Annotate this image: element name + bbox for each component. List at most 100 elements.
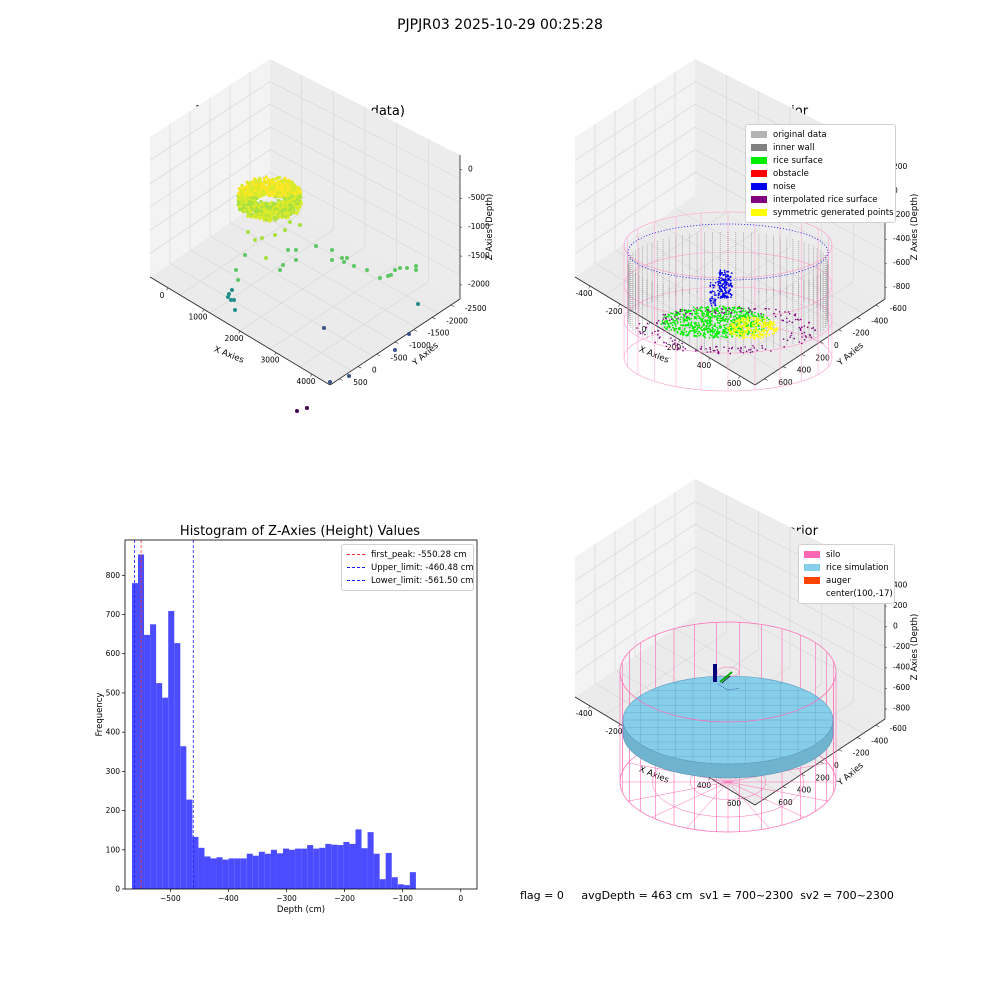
simulation-plot-y-tick-label: 400 bbox=[797, 786, 812, 795]
rice-surface-point bbox=[709, 333, 712, 336]
symmetric-point bbox=[763, 330, 765, 333]
symmetric-point bbox=[743, 318, 745, 321]
rice-surface-point bbox=[715, 335, 718, 338]
histogram-bar bbox=[403, 885, 410, 889]
rice-surface-point bbox=[694, 321, 697, 324]
noise-point bbox=[727, 283, 730, 285]
noise-point bbox=[714, 300, 716, 303]
rice-surface-point bbox=[694, 316, 697, 318]
interpolated-point bbox=[805, 336, 808, 339]
rice-surface-point bbox=[723, 306, 726, 308]
rice-surface-point bbox=[741, 314, 744, 317]
noise-point bbox=[713, 284, 716, 287]
raw-data-point bbox=[248, 188, 252, 192]
histogram-bar bbox=[240, 858, 247, 889]
legend-item-interpolated-rice-surface: interpolated rice surface bbox=[751, 193, 890, 206]
simulation-plot-y-tick-label: -200 bbox=[853, 749, 870, 758]
rice-surface-point bbox=[723, 336, 725, 338]
interpolated-point bbox=[799, 329, 802, 332]
rice-surface-point bbox=[723, 326, 726, 329]
rice-surface-point bbox=[690, 317, 692, 320]
symmetric-point bbox=[772, 322, 774, 325]
interpolated-point bbox=[775, 308, 777, 311]
histogram-bar bbox=[385, 852, 392, 889]
interpolated-point bbox=[786, 339, 789, 342]
interpolated-point bbox=[812, 327, 815, 329]
rice-surface-point bbox=[701, 318, 704, 321]
symmetric-point bbox=[749, 317, 752, 319]
rice-surface-point bbox=[729, 312, 732, 315]
interpolated-point bbox=[685, 312, 687, 315]
histogram-bar bbox=[276, 853, 283, 889]
raw-data-point bbox=[265, 216, 269, 220]
raw-data-point bbox=[266, 181, 270, 185]
raw-data-point bbox=[398, 266, 402, 270]
interpolated-point bbox=[742, 352, 744, 354]
noise-point bbox=[709, 282, 712, 284]
noise-point bbox=[728, 290, 731, 293]
noise-point bbox=[727, 277, 729, 280]
symmetric-point bbox=[767, 328, 770, 331]
rice-surface-point bbox=[686, 334, 689, 337]
noise-point bbox=[717, 294, 720, 296]
rice-surface-point bbox=[683, 313, 686, 316]
silo-bottom-spoke bbox=[686, 781, 729, 829]
histogram-bar bbox=[397, 884, 404, 889]
raw-data-point bbox=[245, 180, 249, 184]
rice-surface-point bbox=[690, 322, 693, 325]
interpolated-point bbox=[803, 331, 806, 334]
histogram-y-tick-label: 700 bbox=[106, 610, 121, 619]
classify-plot-x-tick-label: -200 bbox=[605, 307, 622, 316]
interpolated-point bbox=[728, 347, 730, 350]
rice-surface-point bbox=[736, 311, 738, 313]
noise-point bbox=[709, 291, 711, 294]
interpolated-point bbox=[801, 336, 803, 338]
histogram-bar bbox=[234, 858, 241, 889]
histogram-bar bbox=[270, 849, 277, 889]
symmetric-point bbox=[728, 326, 731, 329]
interpolated-point bbox=[676, 343, 679, 345]
rice-surface-point bbox=[684, 318, 687, 321]
classify-plot-x-tick-label: 600 bbox=[727, 379, 742, 388]
classify-legend: original data inner wall rice surface ob… bbox=[745, 124, 896, 223]
noise-point bbox=[727, 270, 730, 273]
histogram-bar bbox=[409, 872, 416, 889]
noise-point bbox=[719, 274, 721, 277]
raw-data-point bbox=[242, 204, 246, 208]
rice-surface-point bbox=[695, 313, 698, 316]
rice-surface-point bbox=[685, 324, 688, 327]
interpolated-point bbox=[717, 352, 719, 354]
interpolated-point bbox=[728, 307, 731, 310]
noise-point bbox=[711, 290, 714, 292]
symmetric-point bbox=[755, 327, 758, 330]
noise-point bbox=[725, 286, 728, 289]
histogram-x-label: Depth (cm) bbox=[277, 905, 325, 915]
rice-surface-point bbox=[751, 314, 754, 316]
interpolated-point bbox=[788, 312, 791, 315]
symmetric-point bbox=[764, 329, 766, 332]
auger-shaft bbox=[713, 664, 717, 682]
interpolated-point bbox=[751, 351, 754, 353]
rice-surface-point bbox=[717, 332, 720, 334]
rice-surface-point bbox=[702, 334, 705, 337]
interpolated-point bbox=[774, 315, 777, 318]
rice-surface-point bbox=[713, 330, 716, 333]
rice-surface-point bbox=[718, 319, 721, 322]
rice-surface-point bbox=[686, 316, 689, 318]
rice-surface-point bbox=[700, 326, 703, 328]
symmetric-point bbox=[749, 333, 752, 335]
symmetric-point bbox=[769, 324, 772, 327]
symmetric-point bbox=[773, 323, 776, 326]
legend-item-first-peak: first_peak: -550.28 cm bbox=[347, 548, 468, 561]
symmetric-point bbox=[774, 330, 776, 333]
rice-surface-point bbox=[691, 324, 693, 327]
raw-data-point bbox=[284, 179, 288, 183]
rice-surface-point bbox=[710, 314, 713, 316]
raw-data-point bbox=[264, 175, 268, 179]
rice-surface-point bbox=[747, 314, 750, 317]
rice-surface-point bbox=[683, 329, 686, 332]
interpolated-point bbox=[684, 309, 686, 311]
interpolated-point bbox=[677, 347, 680, 349]
raw-data-point bbox=[256, 188, 260, 192]
